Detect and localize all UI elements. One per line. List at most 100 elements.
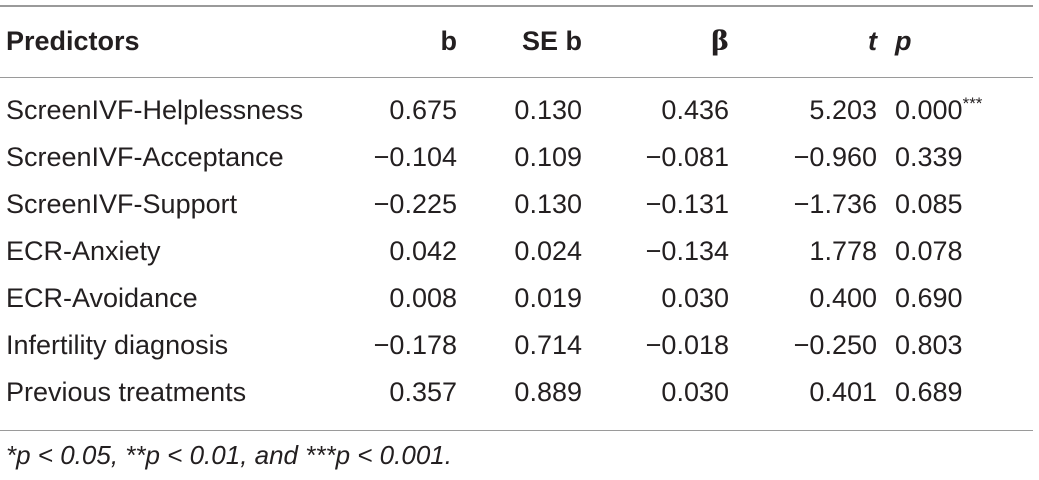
header-rule — [0, 77, 1033, 78]
cell-p-value: 0.000 — [895, 95, 963, 125]
cell-b: 0.042 — [330, 228, 457, 275]
cell-beta: 0.030 — [582, 369, 729, 416]
cell-predictor-value: ECR-Avoidance — [6, 283, 198, 313]
header-beta: β — [711, 26, 729, 57]
cell-predictor-value: Previous treatments — [6, 377, 247, 407]
table-row: ScreenIVF-Helplessness 0.675 0.130 0.436 5.2… — [0, 77, 1033, 134]
cell-predictor: Infertility diagnosis — [0, 322, 330, 369]
cell-p-value: 0.085 — [895, 189, 963, 219]
cell-beta: −0.134 — [582, 228, 729, 275]
cell-b-value: 0.008 — [389, 283, 457, 313]
cell-p-value: 0.690 — [895, 283, 963, 313]
cell-t: −0.250 — [729, 322, 877, 369]
cell-beta-value: −0.131 — [645, 189, 729, 219]
cell-b: 0.675 — [330, 77, 457, 134]
cell-beta: −0.081 — [582, 134, 729, 181]
cell-b-value: 0.357 — [389, 377, 457, 407]
cell-beta: −0.131 — [582, 181, 729, 228]
cell-predictor: ScreenIVF-Support — [0, 181, 330, 228]
cell-b: 0.357 — [330, 369, 457, 416]
cell-t-value: 5.203 — [809, 95, 877, 125]
header-b: b — [440, 26, 458, 56]
cell-beta: 0.436 — [582, 77, 729, 134]
cell-b: −0.225 — [330, 181, 457, 228]
table-row: Infertility diagnosis −0.178 0.714 −0.018 −0… — [0, 322, 1033, 369]
cell-t-value: −1.736 — [793, 189, 877, 219]
table-row: ScreenIVF-Support −0.225 0.130 −0.131 −1.736… — [0, 181, 1033, 228]
cell-beta-value: −0.081 — [645, 142, 729, 172]
cell-beta: −0.018 — [582, 322, 729, 369]
header-predictors: Predictors — [6, 26, 140, 56]
table-row: ScreenIVF-Acceptance −0.104 0.109 −0.081 −0.… — [0, 134, 1033, 181]
cell-b-value: −0.225 — [373, 189, 457, 219]
cell-predictor: ECR-Avoidance — [0, 275, 330, 322]
cell-beta-value: 0.030 — [661, 377, 729, 407]
cell-t: −1.736 — [729, 181, 877, 228]
cell-predictor-value: ScreenIVF-Helplessness — [6, 95, 304, 125]
cell-t: 0.401 — [729, 369, 877, 416]
cell-se-b: 0.714 — [457, 322, 582, 369]
cell-t-value: 1.778 — [809, 236, 877, 266]
regression-table: Predictors b SE b β t p ScreenIVF-Helple… — [0, 6, 1033, 416]
header-p: p — [895, 26, 912, 56]
table-row: Previous treatments 0.357 0.889 0.030 0.401 0… — [0, 369, 1033, 416]
cell-se-b: 0.130 — [457, 77, 582, 134]
cell-se-b-value: 0.019 — [514, 283, 582, 313]
cell-se-b-value: 0.714 — [514, 330, 582, 360]
cell-beta: 0.030 — [582, 275, 729, 322]
cell-predictor-value: ScreenIVF-Acceptance — [6, 142, 284, 172]
cell-beta-value: −0.018 — [645, 330, 729, 360]
cell-se-b-value: 0.130 — [514, 189, 582, 219]
cell-p: 0.078 — [877, 228, 1033, 275]
cell-se-b-value: 0.024 — [514, 236, 582, 266]
cell-se-b: 0.019 — [457, 275, 582, 322]
cell-p: 0.000*** — [877, 77, 1033, 134]
cell-p: 0.803 — [877, 322, 1033, 369]
cell-p-value: 0.689 — [895, 377, 963, 407]
cell-se-b: 0.130 — [457, 181, 582, 228]
header-row: Predictors b SE b β t p — [0, 6, 1033, 77]
cell-t: 5.203 — [729, 77, 877, 134]
cell-beta-value: −0.134 — [645, 236, 729, 266]
cell-se-b-value: 0.889 — [514, 377, 582, 407]
cell-b: −0.104 — [330, 134, 457, 181]
table-body: ScreenIVF-Helplessness 0.675 0.130 0.436 5.2… — [0, 77, 1033, 416]
cell-se-b: 0.109 — [457, 134, 582, 181]
cell-beta-value: 0.030 — [661, 283, 729, 313]
cell-predictor: ScreenIVF-Acceptance — [0, 134, 330, 181]
cell-se-b-value: 0.109 — [514, 142, 582, 172]
cell-predictor: ECR-Anxiety — [0, 228, 330, 275]
cell-predictor: ScreenIVF-Helplessness — [0, 77, 330, 134]
significance-marker: *** — [962, 94, 983, 113]
cell-t-value: −0.960 — [793, 142, 877, 172]
cell-se-b: 0.889 — [457, 369, 582, 416]
cell-se-b-value: 0.130 — [514, 95, 582, 125]
cell-t-value: 0.400 — [809, 283, 877, 313]
cell-p: 0.339 — [877, 134, 1033, 181]
table-header: Predictors b SE b β t p — [0, 6, 1033, 77]
cell-beta-value: 0.436 — [661, 95, 729, 125]
cell-predictor-value: ScreenIVF-Support — [6, 189, 238, 219]
cell-predictor-value: ECR-Anxiety — [6, 236, 161, 266]
cell-se-b: 0.024 — [457, 228, 582, 275]
cell-p-value: 0.078 — [895, 236, 963, 266]
cell-t-value: 0.401 — [809, 377, 877, 407]
cell-t: 1.778 — [729, 228, 877, 275]
cell-p: 0.085 — [877, 181, 1033, 228]
cell-t: −0.960 — [729, 134, 877, 181]
cell-b: −0.178 — [330, 322, 457, 369]
cell-b: 0.008 — [330, 275, 457, 322]
cell-predictor-value: Infertility diagnosis — [6, 330, 229, 360]
cell-p: 0.690 — [877, 275, 1033, 322]
cell-p: 0.689 — [877, 369, 1033, 416]
top-rule — [0, 5, 1033, 7]
header-se-b: SE b — [521, 26, 582, 56]
cell-t: 0.400 — [729, 275, 877, 322]
cell-b-value: −0.178 — [373, 330, 457, 360]
table-row: ECR-Anxiety 0.042 0.024 −0.134 1.778 0.078 — [0, 228, 1033, 275]
footnote: *p < 0.05, **p < 0.01, and ***p < 0.001. — [6, 440, 452, 470]
cell-t-value: −0.250 — [793, 330, 877, 360]
cell-b-value: 0.042 — [389, 236, 457, 266]
cell-p-value: 0.803 — [895, 330, 963, 360]
bottom-rule — [0, 430, 1033, 431]
